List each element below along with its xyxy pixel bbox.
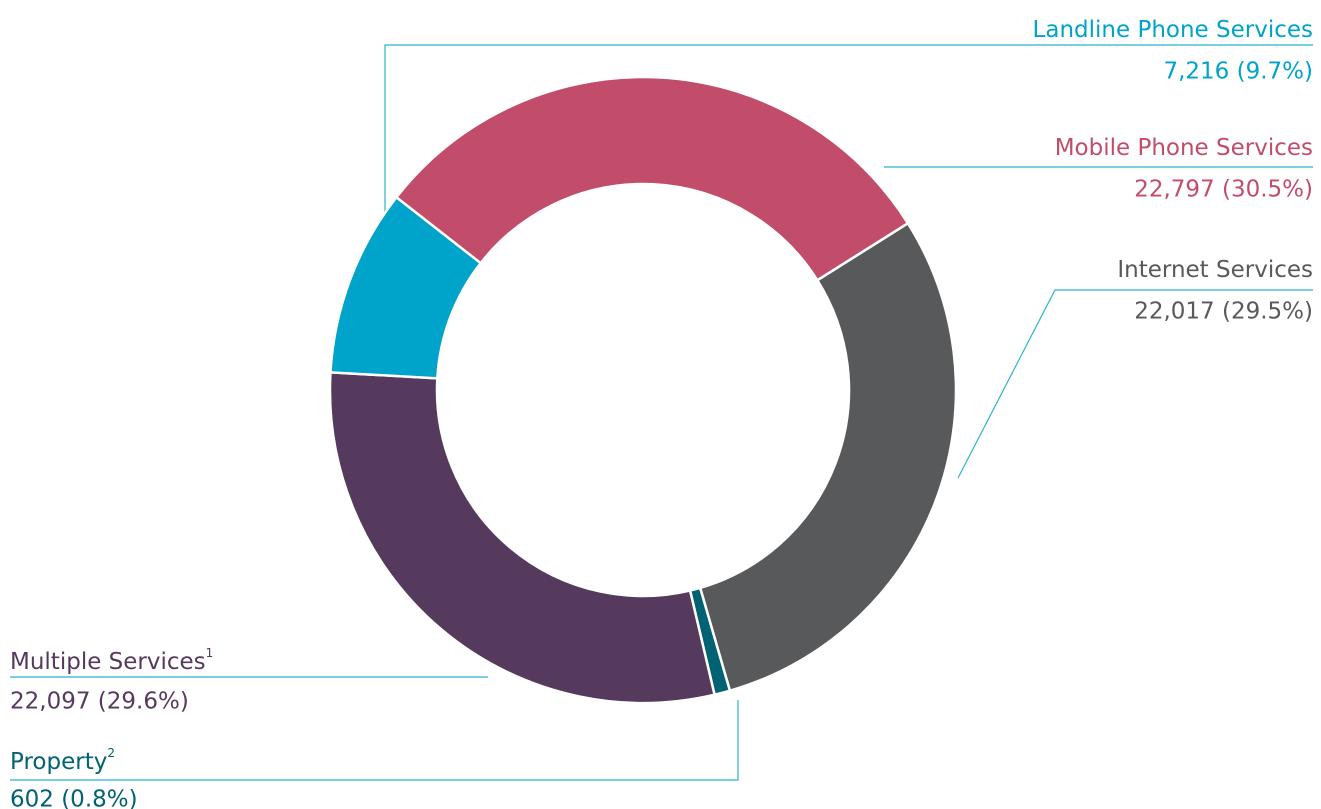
value-label: 22,797 (30.5%) [1134, 177, 1313, 203]
donut-slice [329, 195, 483, 380]
value-label: 7,216 (9.7%) [1163, 59, 1313, 85]
leader-line [384, 44, 1313, 225]
category-name: Property [10, 749, 107, 775]
value-label: 602 (0.8%) [10, 787, 138, 809]
footnote-mark: 2 [107, 746, 115, 760]
category-name: Mobile Phone Services [1055, 135, 1313, 161]
value-label: 22,017 (29.5%) [1134, 299, 1313, 325]
donut-slice [394, 75, 910, 283]
category-label: Landline Phone Services [1033, 17, 1313, 43]
category-label: Property2 [10, 746, 115, 775]
footnote-mark: 1 [206, 646, 214, 660]
category-name: Multiple Services [10, 649, 206, 675]
category-label: Internet Services [1117, 257, 1313, 283]
leader-line [10, 700, 739, 781]
category-name: Landline Phone Services [1033, 17, 1313, 43]
category-label: Mobile Phone Services [1055, 135, 1313, 161]
leader-lines [10, 44, 1313, 781]
category-name: Internet Services [1117, 257, 1313, 283]
donut-slice [328, 371, 717, 705]
leader-line [957, 289, 1313, 479]
category-label: Multiple Services1 [10, 646, 213, 675]
donut-slice [698, 221, 958, 693]
value-label: 22,097 (29.6%) [10, 689, 189, 715]
